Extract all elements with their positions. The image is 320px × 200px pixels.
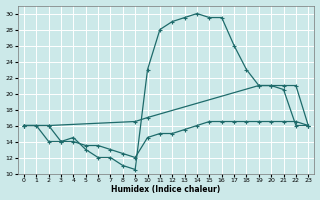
X-axis label: Humidex (Indice chaleur): Humidex (Indice chaleur) xyxy=(111,185,221,194)
